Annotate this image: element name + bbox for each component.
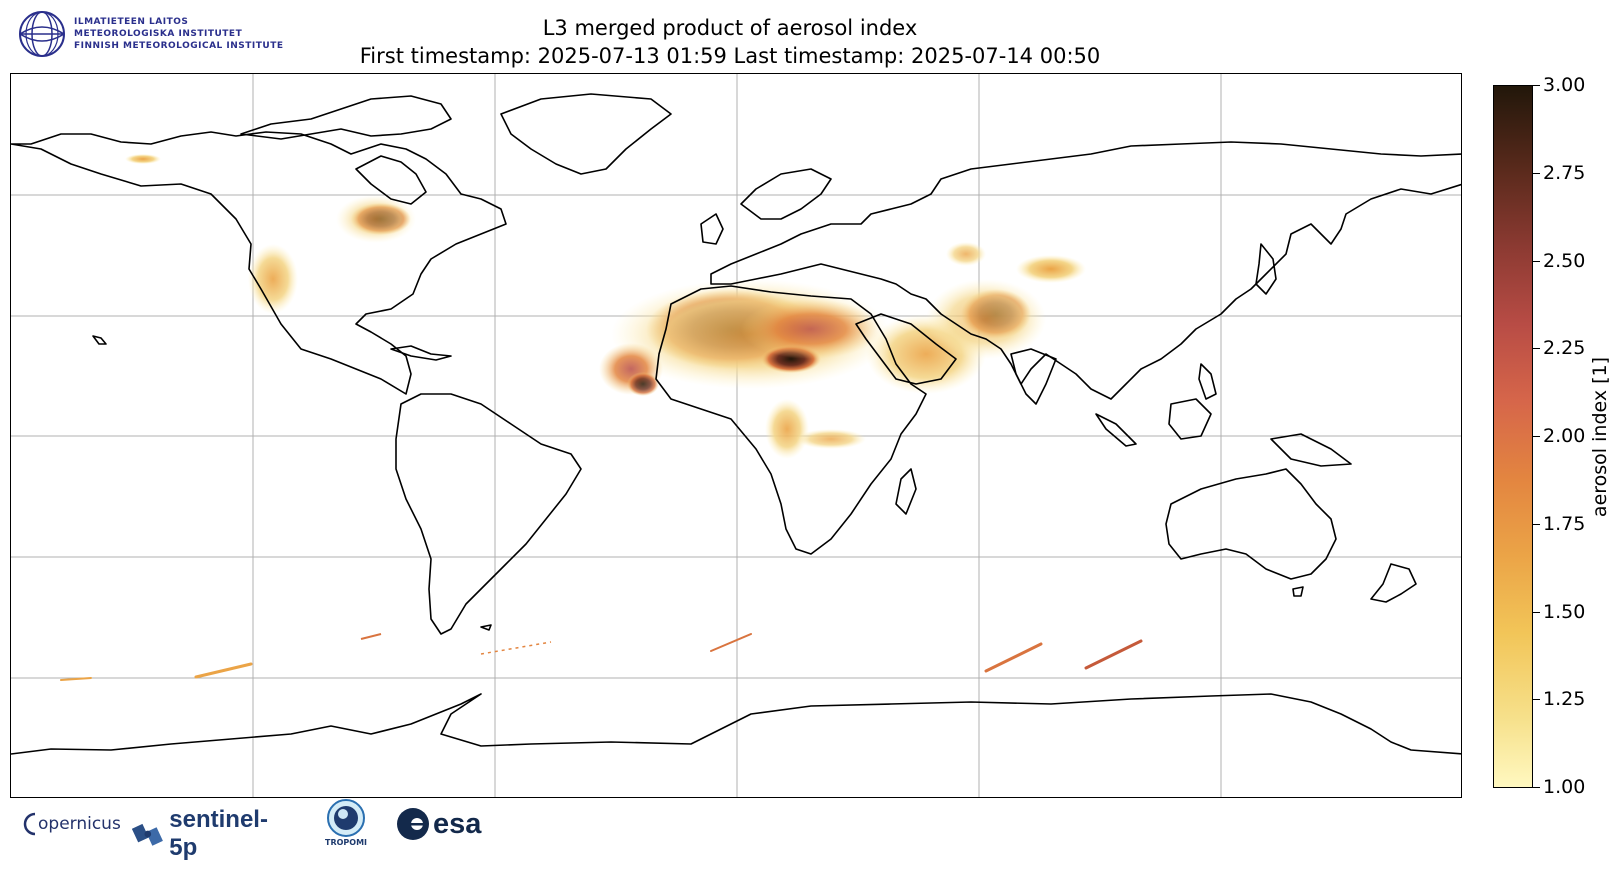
coast-greenland bbox=[500, 93, 672, 175]
coast-hawaii bbox=[92, 335, 107, 345]
coast-falklands bbox=[480, 624, 492, 631]
colorbar bbox=[1493, 85, 1533, 788]
coast-borneo bbox=[1168, 398, 1212, 440]
colorbar-tick bbox=[1533, 85, 1540, 86]
tropomi-text: TROPOMI bbox=[325, 838, 368, 847]
plume-western-usa bbox=[248, 244, 298, 314]
streak-southern-ocean-2 bbox=[1084, 639, 1143, 670]
coast-madagascar bbox=[895, 468, 917, 515]
coast-new-guinea bbox=[1270, 433, 1352, 467]
sentinel-5p-text: sentinel-5p bbox=[169, 806, 268, 861]
tropomi-eye-icon bbox=[327, 799, 366, 837]
coast-north-america bbox=[11, 131, 507, 395]
coast-new-zealand bbox=[1370, 563, 1417, 603]
colorbar-label: aerosol index [1] bbox=[1589, 356, 1611, 518]
streak-southern-ocean-4 bbox=[194, 662, 253, 679]
plume-central-sahara bbox=[741, 299, 881, 359]
coast-antarctica bbox=[11, 693, 1461, 755]
fmi-globe-icon bbox=[19, 11, 65, 57]
fmi-logo: ILMATIETEEN LAITOS METEOROLOGISKA INSTIT… bbox=[18, 10, 284, 58]
plume-canada-outer bbox=[336, 195, 416, 243]
plume-central-asia bbox=[1016, 255, 1086, 283]
map-subtitle-timestamps: First timestamp: 2025-07-13 01:59 Last t… bbox=[359, 44, 1101, 68]
coast-tasmania bbox=[1292, 586, 1304, 597]
fmi-line-1: ILMATIETEEN LAITOS bbox=[74, 17, 189, 27]
fmi-line-2: METEOROLOGISKA INSTITUTET bbox=[74, 29, 243, 39]
coast-south-america bbox=[395, 393, 582, 635]
coast-cuba bbox=[390, 345, 452, 361]
colorbar-tick bbox=[1533, 787, 1540, 788]
coast-india bbox=[1010, 348, 1057, 405]
sentinel-5p-logo: sentinel-5p bbox=[132, 806, 275, 862]
esa-logo: esa bbox=[395, 806, 481, 842]
colorbar-tick-label: 2.00 bbox=[1543, 425, 1586, 447]
esa-e-icon bbox=[397, 808, 429, 840]
colorbar-tick bbox=[1533, 699, 1540, 701]
colorbar-tick bbox=[1533, 348, 1540, 350]
coast-hudson-bay bbox=[355, 155, 427, 205]
copernicus-logo: opernicus bbox=[20, 810, 121, 838]
colorbar-tick-label: 1.25 bbox=[1543, 688, 1586, 711]
colorbar-tick bbox=[1533, 436, 1540, 437]
colorbar-tick bbox=[1533, 260, 1540, 262]
coastlines bbox=[11, 93, 1461, 755]
coast-japan bbox=[1255, 243, 1277, 295]
plume-gulf-guinea bbox=[796, 429, 866, 449]
colorbar-tick-label: 1.50 bbox=[1543, 600, 1586, 623]
world-map bbox=[10, 73, 1462, 798]
colorbar-tick-label: 1.00 bbox=[1543, 776, 1586, 798]
plume-central-africa bbox=[765, 399, 809, 459]
streak-southern-ocean-1 bbox=[984, 642, 1043, 673]
streak-southern-ocean-3 bbox=[710, 633, 752, 652]
world-map-svg bbox=[11, 74, 1461, 797]
coast-arabia bbox=[855, 313, 957, 385]
colorbar-tick-label: 2.25 bbox=[1543, 337, 1586, 360]
coast-arctic-islands bbox=[240, 95, 452, 140]
colorbar-tick-label: 2.75 bbox=[1543, 161, 1586, 184]
aerosol-plumes bbox=[60, 154, 1143, 681]
coast-eurasia bbox=[710, 141, 1461, 400]
satellite-icon bbox=[132, 823, 163, 846]
coast-british-isles bbox=[700, 213, 724, 245]
esa-text: esa bbox=[433, 807, 482, 840]
plume-atlantic-africa-2 bbox=[627, 372, 659, 396]
streak-southern-ocean-5 bbox=[60, 677, 92, 681]
coast-philippines bbox=[1198, 363, 1217, 400]
colorbar-tick-label: 1.75 bbox=[1543, 512, 1586, 535]
coast-sumatra bbox=[1095, 413, 1137, 447]
map-gridlines bbox=[11, 74, 1461, 797]
coast-scandinavia bbox=[740, 168, 832, 220]
tropomi-logo: TROPOMI bbox=[325, 798, 367, 847]
coast-africa bbox=[655, 285, 927, 555]
fmi-line-3: FINNISH METEOROLOGICAL INSTITUTE bbox=[74, 41, 284, 51]
plume-caspian bbox=[946, 242, 986, 266]
copernicus-text: opernicus bbox=[38, 814, 121, 834]
colorbar-tick bbox=[1533, 172, 1540, 174]
plume-iran-wide bbox=[926, 279, 1046, 359]
copernicus-c-icon bbox=[23, 812, 36, 836]
colorbar-tick bbox=[1533, 523, 1540, 525]
map-title: L3 merged product of aerosol index bbox=[542, 16, 918, 40]
colorbar-tick-label: 3.00 bbox=[1543, 74, 1586, 96]
colorbar-tick bbox=[1533, 611, 1540, 613]
streak-southern-ocean-6 bbox=[480, 641, 552, 655]
coast-australia bbox=[1165, 468, 1337, 580]
colorbar-tick-label: 2.50 bbox=[1543, 249, 1586, 272]
streak-southern-ocean-7 bbox=[360, 633, 382, 640]
plume-alaska bbox=[125, 154, 161, 164]
